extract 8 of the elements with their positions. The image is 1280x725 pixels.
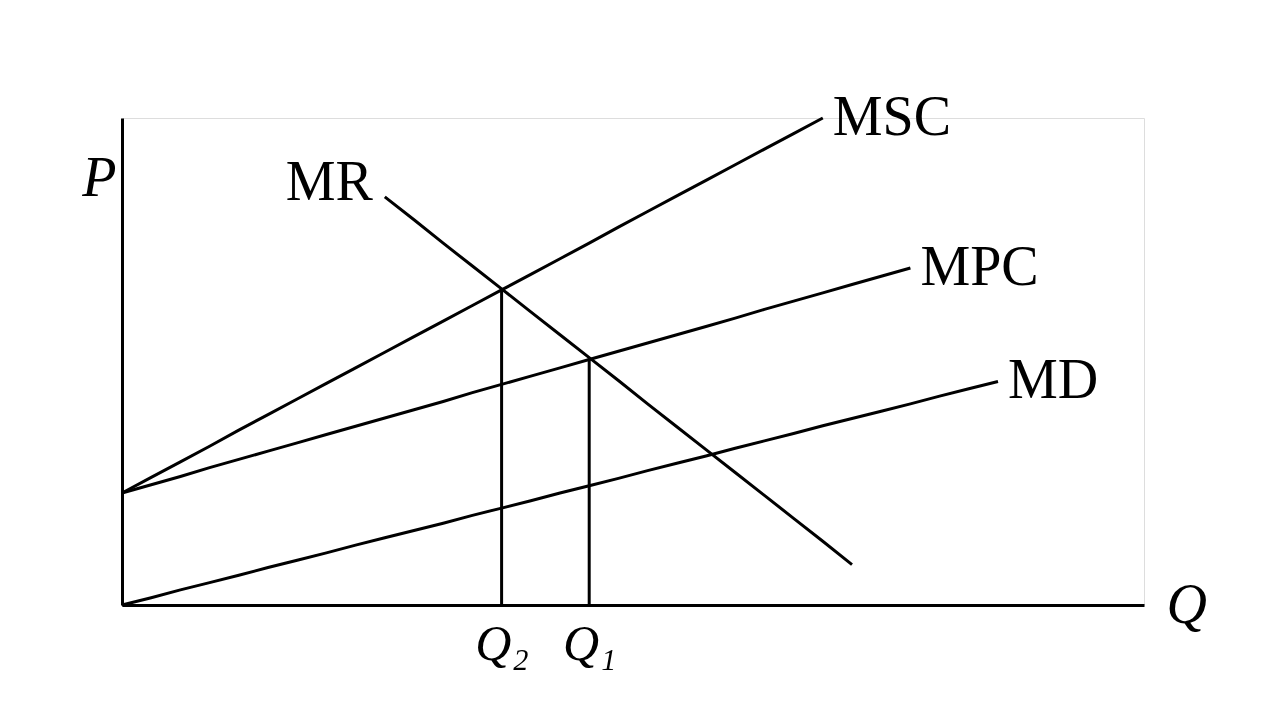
series-label: MSC [832, 85, 952, 147]
series-label: MR [285, 149, 374, 212]
x-axis-title: Q [1166, 572, 1207, 635]
x-tick-label: Q₂ [475, 614, 529, 671]
x-tick-label: Q₁ [562, 614, 617, 671]
series-label: MD [1008, 348, 1099, 411]
y-axis-title: P [81, 145, 117, 208]
series-label: MPC [920, 235, 1039, 297]
